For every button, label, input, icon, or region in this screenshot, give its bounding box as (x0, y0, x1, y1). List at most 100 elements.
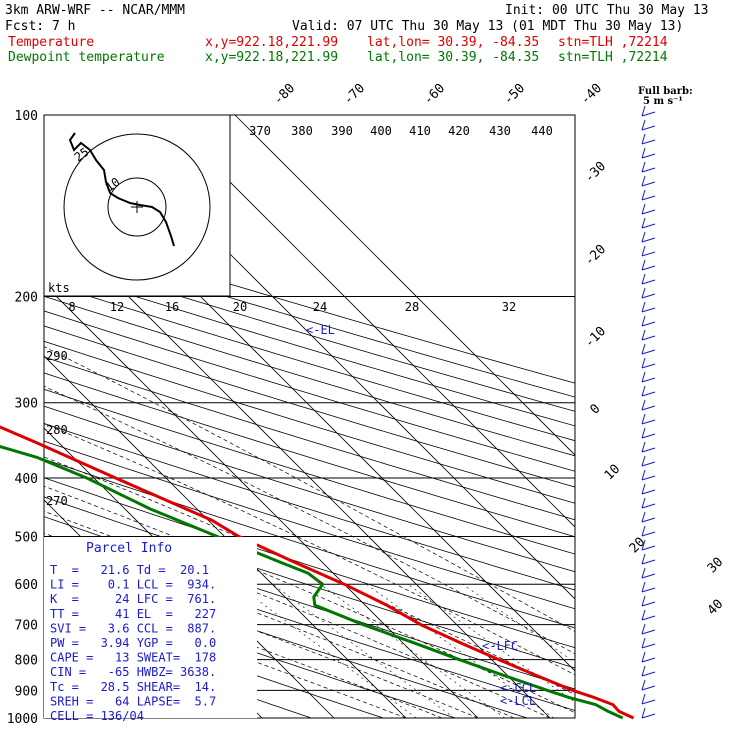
temperature-profile (0, 425, 635, 720)
isotherm-label: 0 (587, 401, 603, 417)
model-title: 3km ARW-WRF -- NCAR/MMM (5, 3, 185, 18)
isotherm-line (44, 355, 407, 718)
hodograph-units-label: kts (48, 281, 70, 295)
wind-barb-flag (641, 609, 646, 621)
wind-barb (641, 699, 656, 705)
isotherm-label: -70 (341, 81, 368, 108)
isotherm-label: -40 (578, 81, 605, 108)
wind-barb-flag (641, 553, 646, 565)
thetae-label: 270 (46, 494, 68, 508)
wind-barb (641, 587, 656, 593)
hodo-speed-label: 16 (165, 300, 179, 314)
wind-barb (641, 559, 656, 565)
mixing-ratio-line (407, 583, 575, 703)
wind-barbs (641, 105, 656, 719)
wind-barb (641, 671, 656, 677)
dry-adiabat-line (44, 440, 575, 610)
wind-barb-flag (641, 693, 646, 705)
parcel-info-rows: T = 21.6 Td = 20.1LI = 0.1 LCL = 934.K =… (50, 563, 216, 723)
pressure-label: 800 (15, 654, 38, 669)
ccl-marker: <-CCL (500, 681, 536, 695)
theta-label: 380 (291, 124, 313, 138)
wind-barb-flag (641, 497, 646, 509)
hodo-speed-label: 28 (405, 300, 419, 314)
wind-barb-flag (641, 133, 646, 145)
pressure-label: 900 (15, 684, 38, 699)
wind-barb (641, 405, 656, 411)
theta-label: 400 (370, 124, 392, 138)
wind-barb-flag (641, 637, 646, 649)
full-barb-units: 5 m s⁻¹ (643, 96, 683, 107)
wind-barb-flag (641, 427, 646, 439)
wind-barb-flag (641, 665, 646, 677)
theta-label: 420 (448, 124, 470, 138)
wind-barb (641, 713, 656, 719)
wind-barb-flag (641, 707, 646, 719)
wind-barb (641, 377, 656, 383)
parcel-info-row: T = 21.6 Td = 20.1 (50, 563, 209, 577)
wind-barb (641, 209, 656, 215)
wind-barb-flag (641, 567, 646, 579)
dry-adiabat-line (44, 578, 457, 718)
forecast-hour: Fcst: 7 h (5, 19, 75, 34)
hodograph-ring-label-outer: 25 (72, 145, 92, 165)
dry-adiabat-line (44, 281, 575, 442)
wind-barb (641, 181, 656, 187)
wind-barb-flag (641, 161, 646, 173)
hodograph: 25 10 kts (43, 114, 231, 297)
isotherm-line (162, 115, 575, 528)
dry-adiabat-line (44, 310, 575, 472)
legend-dewpoint-stn: stn=TLH ,72214 (558, 50, 668, 65)
sounding-profiles (0, 425, 635, 720)
wind-barb-flag (641, 623, 646, 635)
wind-barb-flag (641, 511, 646, 523)
parcel-info-row: K = 24 LFC = 761. (50, 592, 216, 606)
hodograph-ring-label-inner: 10 (103, 175, 123, 195)
wind-barb-flag (641, 651, 646, 663)
wind-barb (641, 391, 656, 397)
wind-barb (641, 363, 656, 369)
wind-barb (641, 349, 656, 355)
wind-barb (641, 475, 656, 481)
isotherm-line (234, 115, 575, 456)
wind-barb-flag (641, 217, 646, 229)
wind-barb-flag (641, 455, 646, 467)
wind-barb-flag (641, 343, 646, 355)
parcel-info-box: Parcel Info T = 21.6 Td = 20.1LI = 0.1 L… (44, 537, 257, 723)
hodo-speed-label: 12 (110, 300, 124, 314)
wind-barb (641, 643, 656, 649)
wind-barb (641, 573, 656, 579)
wind-barb (641, 601, 656, 607)
dry-adiabat-line (44, 601, 385, 718)
hodograph-trace (68, 132, 175, 247)
wind-barb (641, 279, 656, 285)
mixing-ratio-line (320, 583, 505, 718)
isobars: 100 200 300 400 500 600 700 800 900 1000 (7, 109, 576, 727)
wind-barb (641, 265, 656, 271)
wind-barb (641, 153, 656, 159)
dry-adiabat-line (44, 477, 575, 649)
wind-barb (641, 251, 656, 257)
parcel-info-title: Parcel Info (86, 541, 172, 556)
legend-dewpoint-xy: x,y=922.18,221.99 (205, 50, 338, 65)
wind-barb (641, 615, 656, 621)
mixing-ratio-line (236, 583, 417, 718)
wind-barb-flag (641, 315, 646, 327)
wind-barb (641, 685, 656, 691)
wind-barb-flag (641, 203, 646, 215)
moist-adiabat-line (44, 584, 407, 718)
wind-barb-flag (641, 385, 646, 397)
wind-barb (641, 629, 656, 635)
el-marker: <-EL (306, 323, 335, 337)
wind-barb-flag (641, 259, 646, 271)
pressure-label: 600 (15, 578, 38, 593)
wind-barb (641, 307, 656, 313)
hodo-speed-label: 32 (502, 300, 516, 314)
wind-barb-flag (641, 679, 646, 691)
dry-adiabat-line (44, 340, 575, 504)
wind-barb-flag (641, 175, 646, 187)
dry-adiabat-line (44, 458, 575, 629)
full-barb-label: Full barb: (638, 86, 693, 97)
theta-label: 370 (249, 124, 271, 138)
wind-barb (641, 321, 656, 327)
